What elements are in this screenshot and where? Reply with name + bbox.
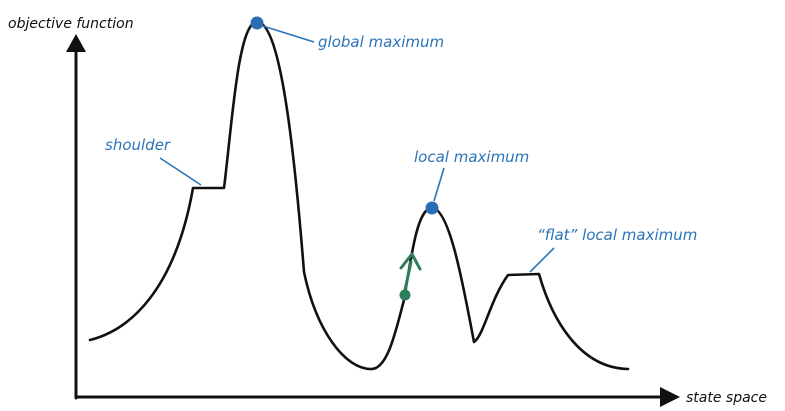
flat-local-maximum-annotation: “flat” local maximum (529, 226, 697, 273)
y-axis-label: objective function (8, 16, 134, 32)
global-maximum-annotation: global maximum (250, 16, 444, 51)
objective-function-curve (88, 20, 630, 371)
y-axis (66, 34, 86, 400)
shoulder-annotation: shoulder (105, 136, 202, 186)
local-maximum-label: local maximum (414, 148, 529, 166)
local-maximum-marker (425, 201, 439, 215)
local-maximum-annotation: local maximum (414, 148, 529, 215)
x-axis (74, 387, 680, 407)
y-axis-arrowhead (66, 34, 86, 52)
shoulder-label: shoulder (105, 136, 171, 154)
global-maximum-label: global maximum (318, 33, 444, 51)
global-maximum-leader-line (262, 25, 315, 43)
shoulder-leader-line (159, 157, 202, 186)
current-state-arrow-icon (399, 252, 422, 301)
global-maximum-marker (250, 16, 264, 30)
current-state-dot (399, 289, 411, 301)
current-state-arrow-shaft (403, 260, 413, 292)
flat-local-maximum-leader-line (529, 247, 555, 273)
x-axis-label: state space (686, 390, 767, 406)
flat-local-maximum-label: “flat” local maximum (537, 226, 697, 244)
current-state-arrow-head (399, 252, 422, 271)
x-axis-arrowhead (660, 387, 680, 407)
local-maximum-leader-line (433, 167, 445, 202)
